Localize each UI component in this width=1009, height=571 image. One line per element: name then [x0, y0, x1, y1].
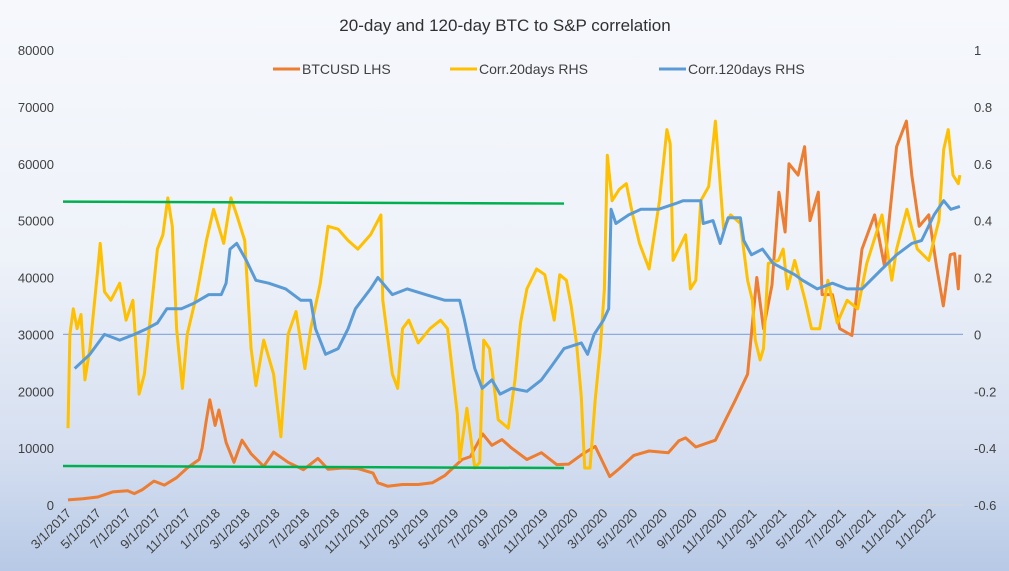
- legend-item-corr20: Corr.20days RHS: [450, 61, 588, 77]
- left-axis: 0 10000 20000 30000 40000 50000 60000 70000 8000…: [18, 43, 54, 513]
- legend-item-btc: BTCUSD LHS: [273, 61, 391, 77]
- reference-line-lower: [62, 464, 565, 470]
- right-axis: -0.6 -0.4 -0.2 0 0.2 0.4 0.6 0.8 1: [974, 43, 996, 513]
- right-tick-label: 0: [974, 327, 981, 342]
- series-line-corr20: [66, 119, 962, 470]
- left-tick-label: 20000: [18, 384, 54, 399]
- right-tick-label: 0.2: [974, 271, 992, 286]
- right-tick-label: -0.4: [974, 441, 996, 456]
- x-axis: 3/1/20175/1/20177/1/20179/1/201711/1/201…: [28, 506, 939, 557]
- right-tick-label: -0.6: [974, 498, 996, 513]
- left-tick-label: 10000: [18, 441, 54, 456]
- legend-label-btc: BTCUSD LHS: [302, 61, 391, 77]
- left-tick-label: 0: [47, 498, 54, 513]
- left-tick-label: 50000: [18, 214, 54, 229]
- legend-item-corr120: Corr.120days RHS: [659, 61, 805, 77]
- right-tick-label: 1: [974, 43, 981, 58]
- left-tick-label: 80000: [18, 43, 54, 58]
- right-tick-label: -0.2: [974, 384, 996, 399]
- plot-area: [62, 119, 963, 506]
- series-line-btc: [67, 119, 962, 502]
- legend: BTCUSD LHS Corr.20days RHS Corr.120days …: [273, 61, 805, 77]
- left-tick-label: 30000: [18, 327, 54, 342]
- left-tick-label: 40000: [18, 271, 54, 286]
- left-tick-label: 70000: [18, 100, 54, 115]
- legend-label-corr120: Corr.120days RHS: [688, 61, 805, 77]
- right-tick-label: 0.4: [974, 214, 992, 229]
- right-tick-label: 0.6: [974, 157, 992, 172]
- right-tick-label: 0.8: [974, 100, 992, 115]
- reference-line-upper: [62, 200, 565, 205]
- left-tick-label: 60000: [18, 157, 54, 172]
- legend-label-corr20: Corr.20days RHS: [479, 61, 588, 77]
- series-line-corr120: [73, 199, 961, 396]
- chart-title: 20-day and 120-day BTC to S&P correlatio…: [339, 16, 670, 35]
